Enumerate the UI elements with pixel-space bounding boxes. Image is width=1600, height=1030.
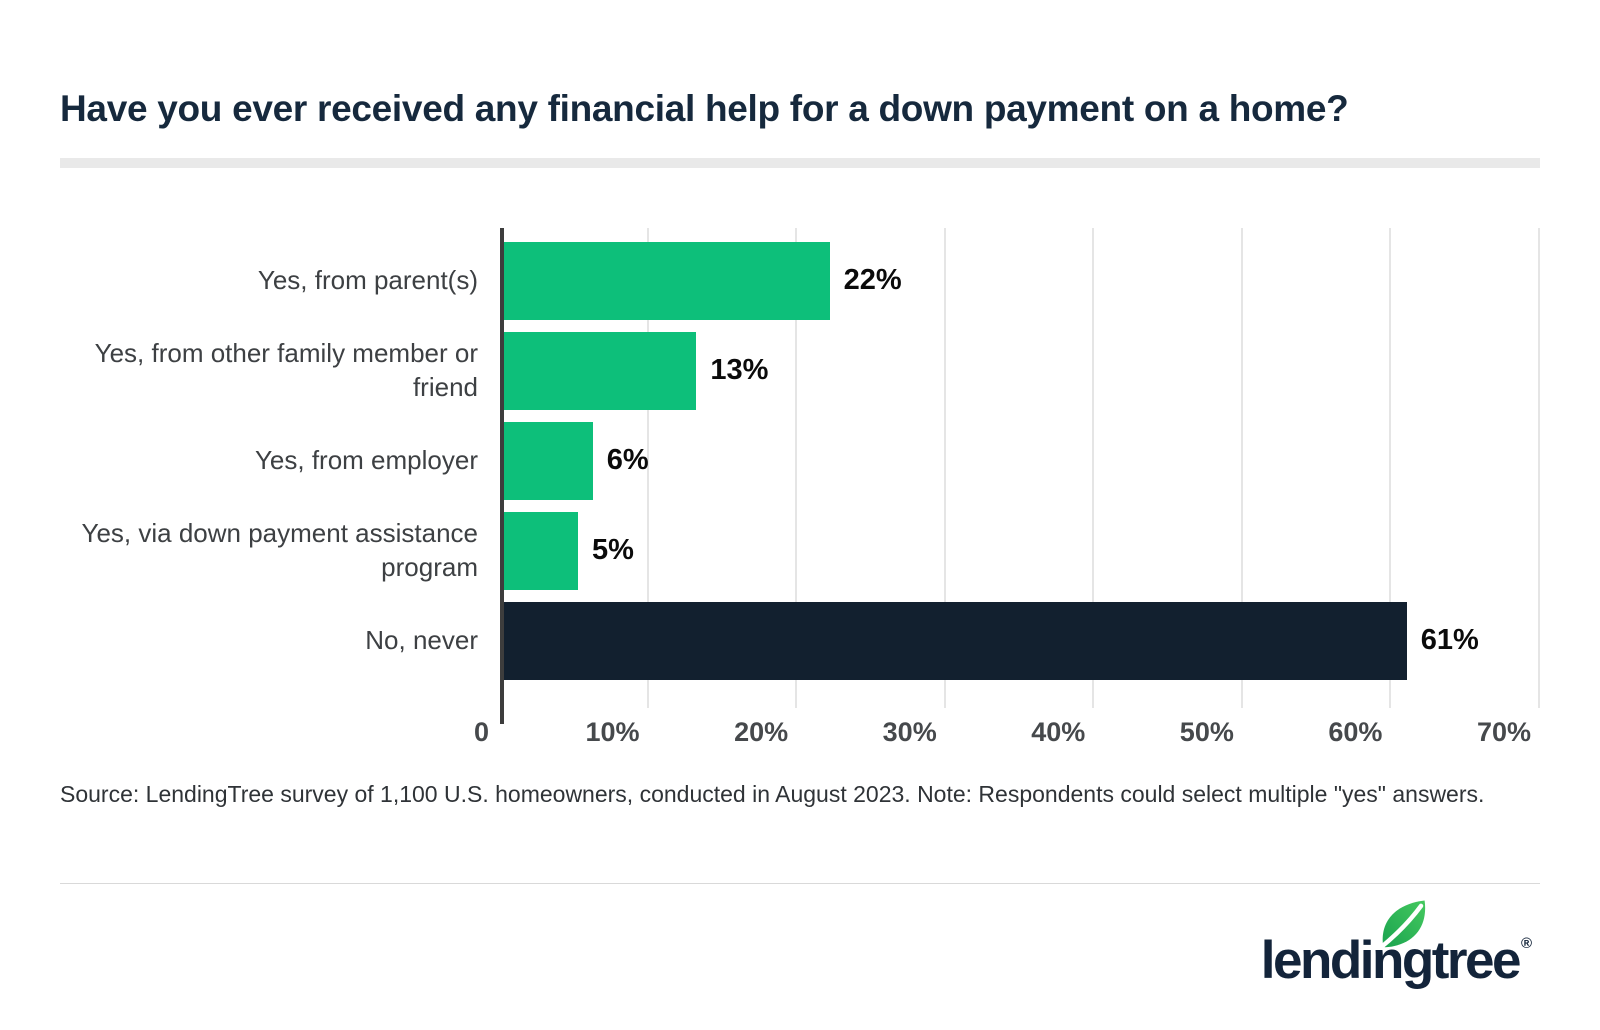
bar bbox=[504, 241, 830, 320]
bar-row: Yes, from employer 6% bbox=[60, 421, 1540, 500]
bar-track: 22% bbox=[504, 241, 1540, 320]
source-note: Source: LendingTree survey of 1,100 U.S.… bbox=[60, 780, 1485, 807]
bar-track: 6% bbox=[504, 421, 1540, 500]
x-tick-70: 70% bbox=[1476, 716, 1531, 747]
x-tick-20: 20% bbox=[734, 716, 789, 747]
bar bbox=[504, 511, 578, 590]
footer: lendingtree ® bbox=[60, 900, 1540, 991]
bar-value-label: 61% bbox=[1420, 624, 1479, 657]
category-label: Yes, via down payment assistance program bbox=[81, 518, 479, 582]
gridline-20 bbox=[795, 227, 798, 708]
bar bbox=[504, 331, 697, 410]
down-payment-help-bar-chart: Yes, from parent(s) 22% Yes, from other fa… bbox=[60, 227, 1540, 754]
page-title: Have you ever received any financial hel… bbox=[60, 88, 1349, 129]
gridline-50 bbox=[1240, 227, 1243, 708]
bar-track: 61% bbox=[504, 601, 1540, 680]
footer-divider bbox=[60, 883, 1540, 885]
bar-value-label: 13% bbox=[710, 354, 769, 387]
x-tick-0: 0 bbox=[473, 716, 489, 747]
x-tick-10: 10% bbox=[585, 716, 640, 747]
category-label: Yes, from employer bbox=[254, 444, 478, 475]
gridline-30 bbox=[943, 227, 946, 708]
category-label: Yes, from parent(s) bbox=[257, 264, 478, 295]
x-tick-50: 50% bbox=[1179, 716, 1234, 747]
gridline-40 bbox=[1092, 227, 1095, 708]
bar-value-label: 22% bbox=[843, 264, 902, 297]
title-underline bbox=[60, 157, 1540, 168]
x-tick-30: 30% bbox=[882, 716, 937, 747]
bar-row: Yes, from other family member or friend 1… bbox=[60, 331, 1540, 410]
bar-rows: Yes, from parent(s) 22% Yes, from other fa… bbox=[60, 228, 1540, 708]
gridline-10 bbox=[646, 227, 649, 708]
gridline-60 bbox=[1389, 227, 1392, 708]
gridline-70 bbox=[1538, 227, 1540, 708]
bar-row: Yes, via down payment assistance program… bbox=[60, 511, 1540, 590]
y-axis-line bbox=[500, 227, 504, 724]
registered-trademark-icon: ® bbox=[1520, 935, 1532, 953]
category-label: No, never bbox=[365, 624, 478, 655]
bar-row: No, never 61% bbox=[60, 601, 1540, 680]
bar-row: Yes, from parent(s) 22% bbox=[60, 241, 1540, 320]
plot-area bbox=[500, 227, 1540, 724]
x-tick-60: 60% bbox=[1328, 716, 1383, 747]
x-axis: 0 10% 20% 30% 40% 50% 60% 70% bbox=[474, 708, 1540, 754]
category-label: Yes, from other family member or friend bbox=[94, 338, 478, 402]
bar-track: 13% bbox=[504, 331, 1540, 410]
bar bbox=[504, 601, 1407, 680]
bar-value-label: 5% bbox=[592, 534, 634, 567]
leaf-icon bbox=[1376, 900, 1425, 951]
lendingtree-logo: lendingtree ® bbox=[1261, 900, 1532, 991]
bar bbox=[504, 421, 593, 500]
bar-track: 5% bbox=[504, 511, 1540, 590]
bar-value-label: 6% bbox=[606, 444, 649, 477]
x-tick-40: 40% bbox=[1031, 716, 1086, 747]
